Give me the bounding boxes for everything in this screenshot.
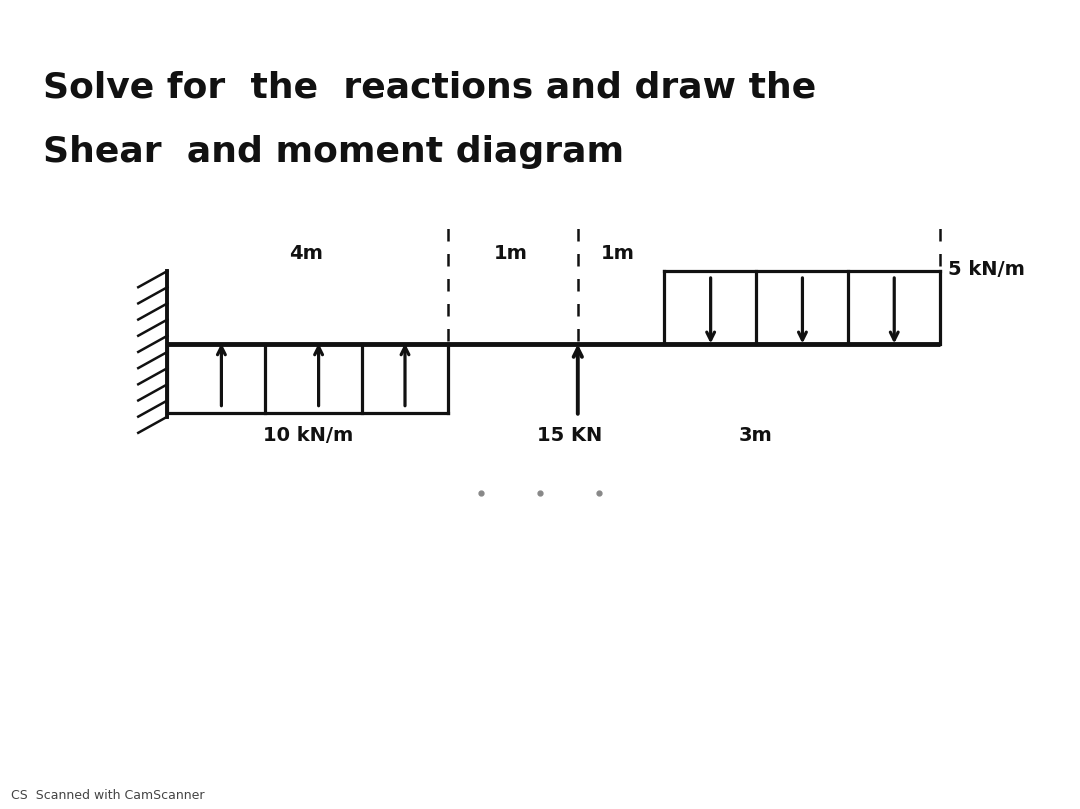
Text: 5 kN/m: 5 kN/m [948, 260, 1025, 279]
Text: 3m: 3m [739, 426, 773, 445]
Text: 4m: 4m [288, 244, 323, 263]
Text: Shear  and moment diagram: Shear and moment diagram [43, 135, 624, 169]
Text: Solve for  the  reactions and draw the: Solve for the reactions and draw the [43, 70, 816, 104]
Text: 1m: 1m [600, 244, 635, 263]
Text: 1m: 1m [494, 244, 528, 263]
Text: 15 KN: 15 KN [537, 426, 602, 445]
Text: CS  Scanned with CamScanner: CS Scanned with CamScanner [11, 790, 204, 803]
Text: 10 kN/m: 10 kN/m [262, 426, 353, 445]
